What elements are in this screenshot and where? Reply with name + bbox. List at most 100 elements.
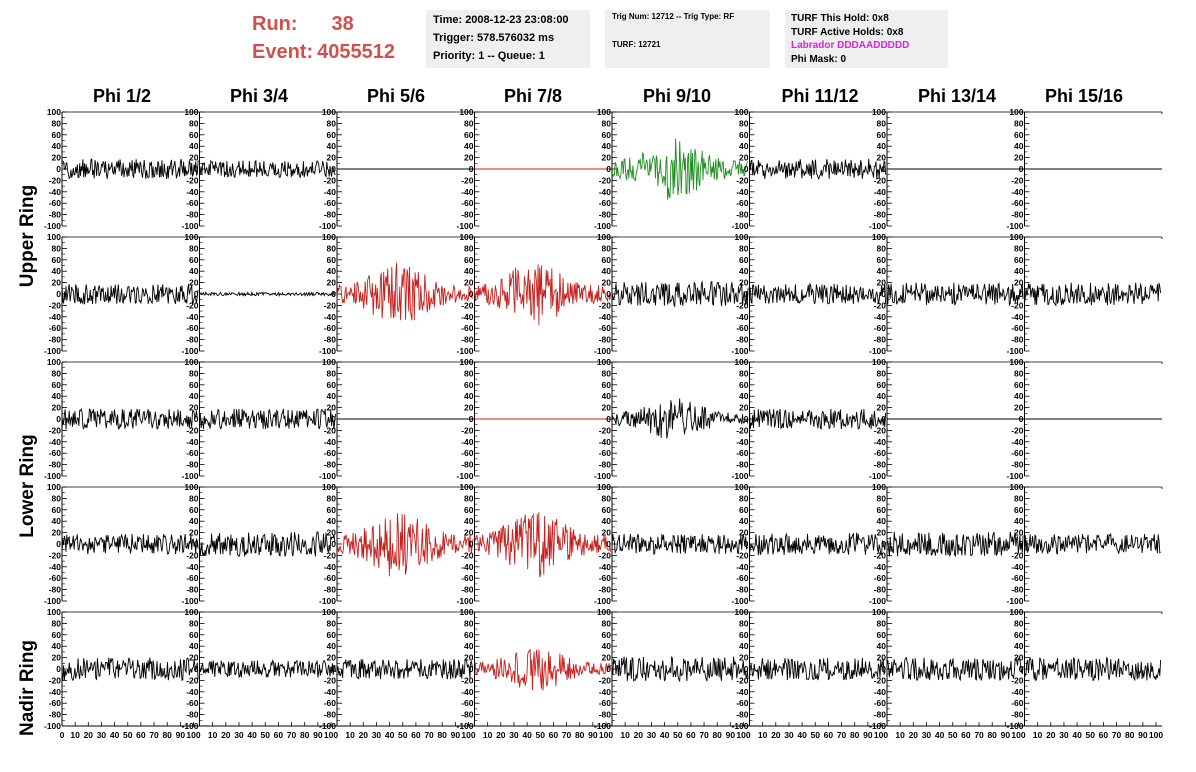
y-tick-label-r3c3: 60 [327, 380, 337, 390]
trace-r3c6 [749, 408, 887, 430]
x-tick-label-r5c3: 40 [385, 730, 395, 740]
y-tick-label-r5c2: -80 [186, 710, 199, 720]
y-tick-label-r5c1: 100 [47, 607, 61, 617]
y-tick-label-r3c1: -80 [49, 460, 62, 470]
y-tick-label-r5c4: 0 [469, 664, 474, 674]
x-tick-label-r5c7: 60 [961, 730, 971, 740]
y-tick-label-r1c3: -100 [319, 221, 336, 231]
y-tick-label-r4c5: -40 [599, 562, 612, 572]
y-tick-label-r5c5: -40 [599, 687, 612, 697]
y-tick-label-r4c4: 60 [464, 505, 474, 515]
x-tick-label-r5c5: 70 [699, 730, 709, 740]
y-tick-label-r1c2: 100 [184, 107, 198, 117]
y-tick-label-r5c5: -60 [599, 698, 612, 708]
x-tick-label-r5c8: 10 [1033, 730, 1043, 740]
trace-r2c8 [1024, 282, 1162, 307]
y-tick-label-r3c7: 0 [881, 414, 886, 424]
y-tick-label-r4c2: 100 [184, 482, 198, 492]
y-tick-label-r2c3: -100 [319, 346, 336, 356]
y-tick-label-r2c3: 40 [327, 266, 337, 276]
y-tick-label-r5c3: 0 [331, 664, 336, 674]
x-tick-label-r5c6: 100 [874, 730, 888, 740]
y-tick-label-r1c5: -80 [599, 210, 612, 220]
x-tick-label-r5c2: 50 [261, 730, 271, 740]
y-tick-label-r4c5: -20 [599, 550, 612, 560]
y-tick-label-r3c8: 20 [1014, 403, 1024, 413]
x-tick-label-r5c3: 70 [424, 730, 434, 740]
y-tick-label-r1c3: -40 [324, 187, 337, 197]
y-tick-label-r4c3: 80 [327, 493, 337, 503]
y-tick-label-r1c2: 0 [194, 164, 199, 174]
y-tick-label-r5c8: -20 [1011, 675, 1024, 685]
y-tick-label-r1c4: 20 [464, 153, 474, 163]
y-tick-label-r1c7: -20 [874, 175, 887, 185]
y-tick-label-r3c5: 0 [606, 414, 611, 424]
y-tick-label-r3c6: 0 [744, 414, 749, 424]
y-tick-label-r4c3: -20 [324, 550, 337, 560]
y-tick-label-r5c6: 80 [739, 618, 749, 628]
y-tick-label-r2c7: -60 [874, 323, 887, 333]
y-tick-label-r4c7: -60 [874, 573, 887, 583]
trace-r3c2 [199, 408, 337, 430]
x-tick-label-r5c5: 60 [686, 730, 696, 740]
time-text: Time: 2008-12-23 23:08:00 [433, 14, 569, 26]
y-tick-label-r5c1: -40 [49, 687, 62, 697]
trace-r4c1 [61, 533, 199, 555]
x-tick-label-r5c1: 10 [70, 730, 80, 740]
y-tick-label-r2c4: 0 [469, 289, 474, 299]
y-tick-label-r4c8: -60 [1011, 573, 1024, 583]
x-tick-label-r5c5: 80 [712, 730, 722, 740]
y-tick-label-r1c4: -20 [461, 175, 474, 185]
x-tick-label-r5c2: 40 [247, 730, 257, 740]
y-tick-label-r4c6: -20 [736, 550, 749, 560]
y-tick-label-r5c1: -100 [44, 721, 61, 731]
y-tick-label-r3c4: 0 [469, 414, 474, 424]
y-tick-label-r1c6: -40 [736, 187, 749, 197]
y-tick-label-r2c1: -20 [49, 300, 62, 310]
y-tick-label-r3c3: 80 [327, 368, 337, 378]
y-tick-label-r2c6: 0 [744, 289, 749, 299]
y-tick-label-r3c7: 40 [877, 391, 887, 401]
y-tick-label-r3c4: 40 [464, 391, 474, 401]
y-tick-label-r2c6: 60 [739, 255, 749, 265]
y-tick-label-r5c4: 100 [459, 607, 473, 617]
y-tick-label-r4c8: -40 [1011, 562, 1024, 572]
event-label: Event: [252, 41, 314, 63]
y-tick-label-r4c7: -40 [874, 562, 887, 572]
y-tick-label-r3c5: 60 [602, 380, 612, 390]
y-tick-label-r2c3: -60 [324, 323, 337, 333]
y-tick-label-r3c5: -40 [599, 437, 612, 447]
y-tick-label-r4c1: 40 [52, 516, 62, 526]
y-tick-label-r1c5: 60 [602, 130, 612, 140]
y-tick-label-r3c2: 40 [189, 391, 199, 401]
trace-r4c2 [199, 531, 336, 558]
y-tick-label-r3c7: 20 [877, 403, 887, 413]
y-tick-label-r4c1: -20 [49, 550, 62, 560]
x-tick-label-r5c3: 30 [372, 730, 382, 740]
x-tick-label-r5c1: 50 [123, 730, 133, 740]
y-tick-label-r5c4: 40 [464, 641, 474, 651]
y-tick-label-r2c1: 80 [52, 243, 62, 253]
y-tick-label-r3c5: -20 [599, 425, 612, 435]
x-tick-label-r5c2: 70 [287, 730, 297, 740]
y-tick-label-r5c6: 100 [734, 607, 748, 617]
y-tick-label-r1c7: 100 [872, 107, 886, 117]
y-tick-label-r2c2: 80 [189, 243, 199, 253]
y-tick-label-r4c4: -100 [456, 596, 473, 606]
y-tick-label-r3c3: -80 [324, 460, 337, 470]
x-tick-label-r5c8: 70 [1112, 730, 1122, 740]
trace-r4c7 [886, 531, 1024, 558]
y-tick-label-r4c2: -40 [186, 562, 199, 572]
y-tick-label-r3c5: -100 [594, 471, 611, 481]
x-tick-label-r5c7: 70 [974, 730, 984, 740]
y-tick-label-r1c6: -100 [731, 221, 748, 231]
y-tick-label-r5c5: 80 [602, 618, 612, 628]
x-tick-label-r5c8: 30 [1059, 730, 1069, 740]
y-tick-label-r1c2: 20 [189, 153, 199, 163]
y-tick-label-r1c5: 100 [597, 107, 611, 117]
y-tick-label-r4c6: 40 [739, 516, 749, 526]
trace-r5c7 [886, 656, 1024, 682]
y-tick-label-r5c8: -100 [1006, 721, 1023, 731]
x-tick-label-r5c7: 90 [1001, 730, 1011, 740]
x-tick-label-r5c4: 40 [522, 730, 532, 740]
